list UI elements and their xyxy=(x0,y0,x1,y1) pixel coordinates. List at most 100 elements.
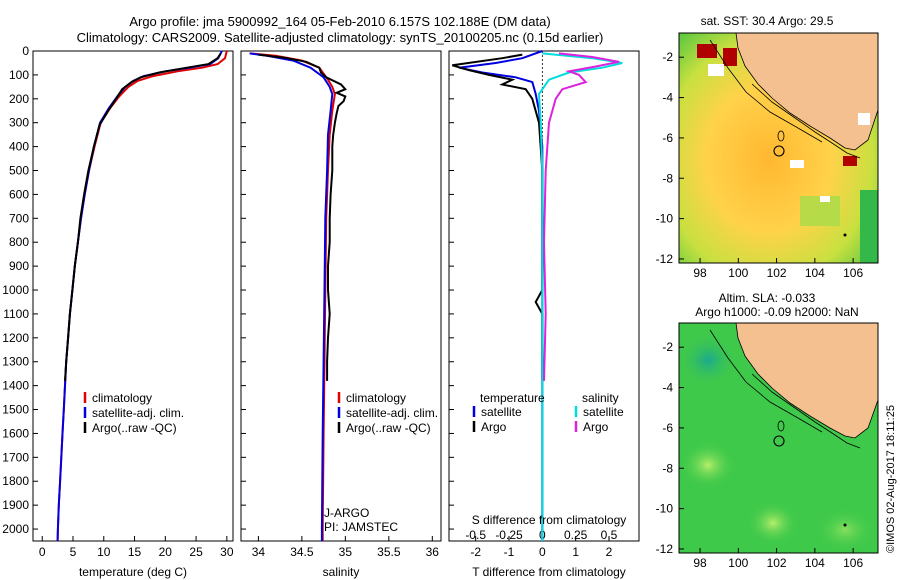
map-y-tick-label: -8 xyxy=(662,461,673,475)
x-tick-label: 10 xyxy=(97,545,111,559)
sst-cool-patch xyxy=(860,190,878,263)
map-y-tick-label: -6 xyxy=(662,131,673,145)
sst-hot-patch xyxy=(697,44,717,58)
series-line-satellite-adj-clim xyxy=(56,50,223,542)
y-tick-label: 100 xyxy=(9,68,29,82)
map-y-tick-label: -10 xyxy=(656,212,674,226)
difference-panel-frame xyxy=(448,50,640,542)
salinity-panel-frame xyxy=(240,50,442,542)
x-tick-label: 34 xyxy=(252,545,266,559)
legend-label-satellite: satellite-adj. clim. xyxy=(346,406,438,420)
map-y-tick-label: -12 xyxy=(656,252,674,266)
difference-xlabel-top: S difference from climatology xyxy=(472,513,627,527)
series-line-temperature-argo xyxy=(452,53,544,381)
x-top-tick-label: 0.25 xyxy=(564,528,588,542)
x-tick-label: 5 xyxy=(70,545,77,559)
map-y-tick-label: -12 xyxy=(656,542,674,556)
y-tick-label: 1600 xyxy=(2,426,29,440)
x-tick-label: 1 xyxy=(572,545,579,559)
series-line-argo-raw-qc xyxy=(64,52,222,381)
x-tick-label: -2 xyxy=(470,545,481,559)
salinity-annotation-line-2: PI: JAMSTEC xyxy=(324,520,398,534)
map-x-tick-label: 102 xyxy=(767,556,787,570)
y-tick-label: 500 xyxy=(9,164,29,178)
legend-label-argo: Argo(..raw -QC) xyxy=(346,421,431,435)
series-line-satellite-adj-clim xyxy=(249,52,334,541)
x-tick-label: 35.5 xyxy=(377,545,401,559)
x-tick-label: 25 xyxy=(189,545,203,559)
sla-map-frame xyxy=(678,322,879,554)
sst-coastline xyxy=(751,83,861,159)
sst-hot-patch xyxy=(723,48,737,66)
y-tick-label: 300 xyxy=(9,116,29,130)
x-tick-label: -1 xyxy=(504,545,515,559)
sst-hot-patch xyxy=(843,156,857,166)
map-y-tick-label: -6 xyxy=(662,421,673,435)
copyright-stamp: ©IMOS 02-Aug-2017 18:11:25 xyxy=(885,405,897,553)
y-tick-label: 800 xyxy=(9,235,29,249)
legend-label-climatology: climatology xyxy=(92,391,152,405)
sst-missing-patch xyxy=(858,113,870,125)
y-tick-label: 600 xyxy=(9,187,29,201)
salinity-annotation-line-1: J-ARGO xyxy=(324,506,369,520)
y-tick-label: 900 xyxy=(9,259,29,273)
sla-land-mask xyxy=(735,322,879,439)
sla-high-anomaly xyxy=(747,501,799,545)
sla-map xyxy=(678,322,879,554)
legend-label-sal-satellite: satellite xyxy=(583,405,624,419)
x-tick-label: 36 xyxy=(426,545,440,559)
y-tick-label: 1000 xyxy=(2,283,29,297)
sst-missing-patch xyxy=(708,64,724,76)
x-tick-label: 30 xyxy=(220,545,234,559)
y-tick-label: 400 xyxy=(9,140,29,154)
salinity-xlabel: salinity xyxy=(323,565,360,579)
map-y-tick-label: -2 xyxy=(662,50,673,64)
sla-small-island xyxy=(843,523,847,527)
map-y-tick-label: -4 xyxy=(662,91,673,105)
legend-label-sal-argo: Argo xyxy=(583,420,609,434)
series-line-salinity-argo xyxy=(542,52,620,381)
map-x-tick-label: 100 xyxy=(728,556,748,570)
sla-high-anomaly xyxy=(680,441,736,489)
x-tick-label: 15 xyxy=(128,545,142,559)
y-tick-label: 1100 xyxy=(3,307,29,321)
x-top-tick-label: 0.5 xyxy=(601,528,618,542)
sla-low-anomaly xyxy=(678,332,738,388)
x-tick-label: 35 xyxy=(339,545,353,559)
legend-label-argo: Argo(..raw -QC) xyxy=(92,421,177,435)
map-x-tick-label: 104 xyxy=(805,266,825,280)
sst-shelf-contour xyxy=(709,39,823,143)
sst-missing-patch xyxy=(790,160,804,168)
map-y-tick-label: -2 xyxy=(662,340,673,354)
map-x-tick-label: 106 xyxy=(843,266,863,280)
legend-title-salinity: salinity xyxy=(582,391,619,405)
map-x-tick-label: 100 xyxy=(728,266,748,280)
temperature-legend: climatology satellite-adj. clim. Argo(..… xyxy=(83,391,184,435)
sst-map-title: sat. SST: 30.4 Argo: 29.5 xyxy=(701,14,834,28)
sla-island xyxy=(777,420,785,432)
map-x-tick-label: 98 xyxy=(693,556,707,570)
y-tick-label: 1300 xyxy=(2,355,29,369)
map-x-tick-label: 102 xyxy=(767,266,787,280)
legend-label-satellite: satellite-adj. clim. xyxy=(92,406,184,420)
sla-float-marker xyxy=(773,435,785,447)
y-tick-label: 700 xyxy=(9,211,29,225)
title-line-2: Climatology: CARS2009. Satellite-adjuste… xyxy=(77,30,604,45)
temperature-panel-frame xyxy=(32,50,234,542)
legend-label-temp-satellite: satellite xyxy=(481,405,522,419)
x-tick-label: 20 xyxy=(159,545,173,559)
y-tick-label: 1200 xyxy=(2,331,29,345)
y-tick-label: 1400 xyxy=(2,379,29,393)
y-tick-label: 0 xyxy=(22,44,29,58)
map-y-tick-label: -10 xyxy=(656,502,674,516)
x-tick-label: 0 xyxy=(539,545,546,559)
map-y-tick-label: -4 xyxy=(662,381,673,395)
y-tick-label: 1700 xyxy=(2,450,29,464)
y-tick-label: 1900 xyxy=(2,498,29,512)
y-tick-label: 2000 xyxy=(2,522,29,536)
series-line-argo-raw-qc xyxy=(258,53,347,381)
sla-coastline xyxy=(751,373,861,449)
sst-float-marker xyxy=(773,145,785,157)
series-line-salinity-satellite xyxy=(537,52,623,541)
